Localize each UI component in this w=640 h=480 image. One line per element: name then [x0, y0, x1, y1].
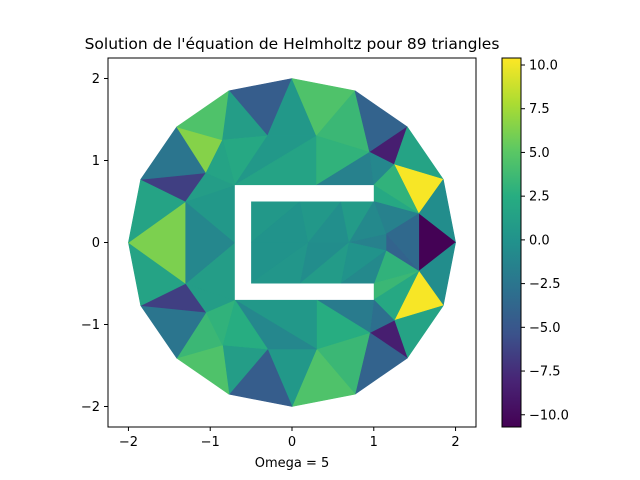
x-axis-label: Omega = 5: [255, 456, 330, 471]
c-shaped-hole: [234, 185, 374, 300]
colorbar-tick-label: 0.0: [529, 233, 550, 248]
chart-title: Solution de l'équation de Helmholtz pour…: [85, 35, 500, 53]
x-tick-label: −2: [119, 435, 138, 450]
y-tick-label: 1: [92, 154, 100, 169]
x-tick-label: −1: [201, 435, 220, 450]
y-tick-label: 2: [92, 72, 100, 87]
y-tick-label: −2: [81, 400, 100, 415]
colorbar-tick-label: 7.5: [529, 102, 550, 117]
x-tick-label: 2: [451, 435, 459, 450]
colorbar-tick-label: 10.0: [529, 58, 558, 73]
y-axis-ticks: −2 −1 0 1 2: [81, 72, 108, 415]
x-axis-ticks: −2 −1 0 1 2: [119, 427, 460, 450]
colorbar-tick-label: 5.0: [529, 146, 550, 161]
colorbar-tick-label: −2.5: [529, 277, 561, 292]
colorbar-tick-label: −7.5: [529, 365, 561, 380]
mesh-triangle: [205, 139, 236, 186]
y-tick-label: 0: [92, 236, 100, 251]
colorbar-tick-label: −10.0: [529, 408, 569, 423]
y-tick-label: −1: [81, 318, 100, 333]
colorbar-tick-label: −5.0: [529, 321, 561, 336]
colorbar-ticks: 10.0 7.5 5.0 2.5 0.0 −2.5 −5.0 −7.5 −10.0: [521, 58, 569, 423]
colorbar-tick-label: 2.5: [529, 190, 550, 205]
colorbar: [501, 57, 522, 428]
triangle-mesh: [128, 78, 456, 407]
x-tick-label: 0: [288, 435, 296, 450]
x-tick-label: 1: [370, 435, 378, 450]
